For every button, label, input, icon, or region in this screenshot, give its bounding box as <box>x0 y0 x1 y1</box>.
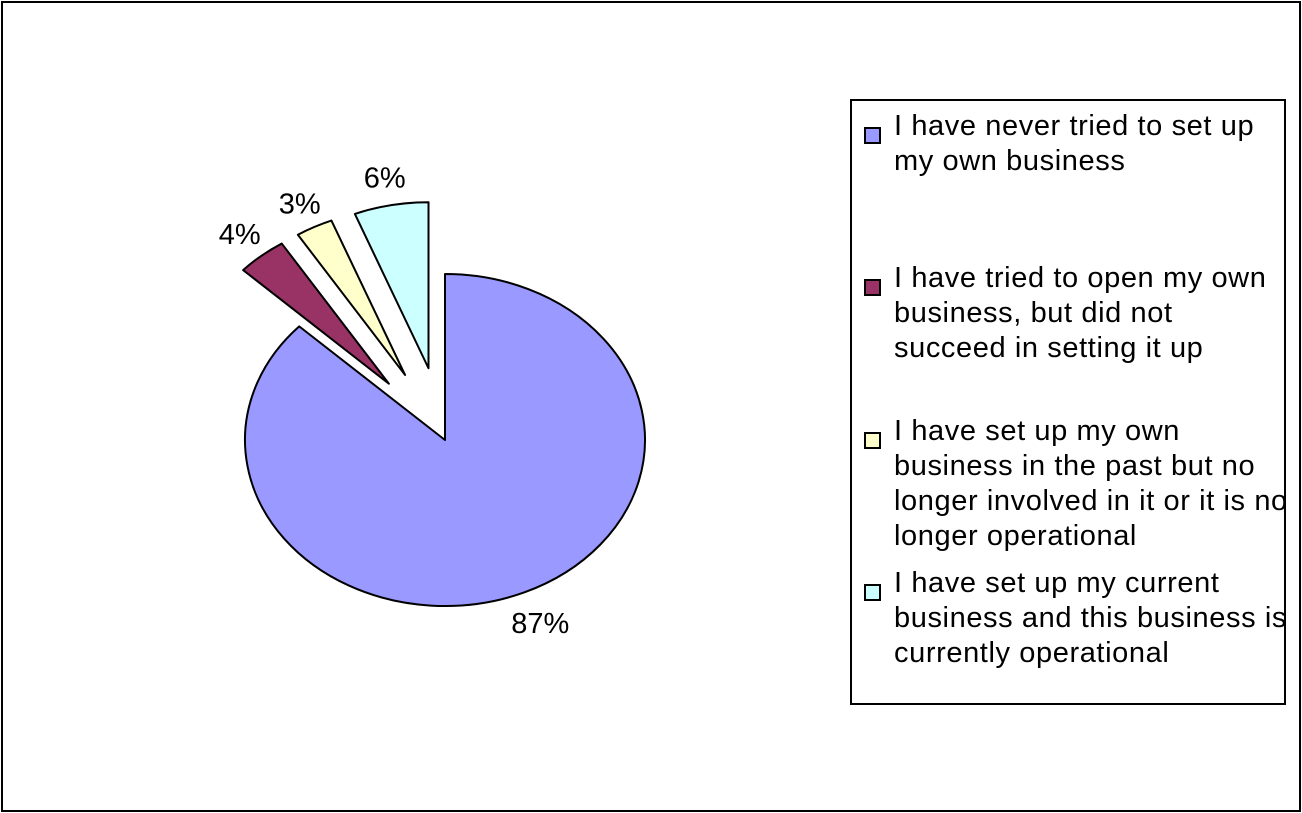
legend-label-set-up-in-past: I have set up my own business in the pas… <box>894 415 1288 552</box>
legend-label-never-tried: I have never tried to set up my own busi… <box>894 110 1255 177</box>
pie-label-currently-operational: 6% <box>364 162 406 194</box>
pie-slices <box>242 201 646 607</box>
pie-labels: 87% 4% 3% 6% <box>219 162 570 639</box>
pie-slice-set-up-in-past <box>296 219 407 376</box>
pie-label-tried-not-succeeded: 4% <box>219 219 261 251</box>
pie-label-never-tried: 87% <box>511 608 569 640</box>
legend-swatch-tried-not-succeeded <box>864 279 881 296</box>
legend: I have never tried to set up my own busi… <box>850 99 1288 705</box>
legend-label-tried-not-succeeded: I have tried to open my own business, bu… <box>894 262 1267 364</box>
pie-label-set-up-in-past: 3% <box>279 188 321 220</box>
pie-slice-never-tried <box>244 273 646 607</box>
pie-slice-tried-not-succeeded <box>242 242 390 385</box>
legend-label-currently-operational: I have set up my current business and th… <box>894 567 1287 669</box>
legend-swatch-never-tried <box>864 127 881 144</box>
legend-swatch-currently-operational <box>864 584 881 601</box>
legend-swatch-set-up-in-past <box>864 432 881 449</box>
pie-slice-currently-operational <box>353 201 430 370</box>
